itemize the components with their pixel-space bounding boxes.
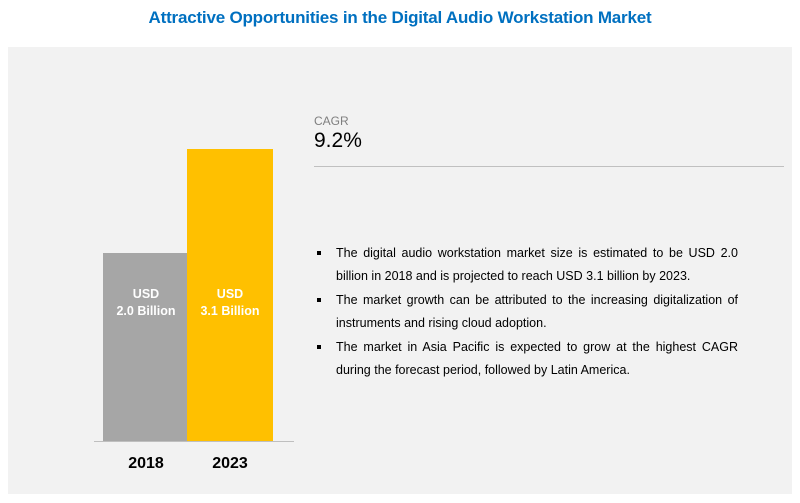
bar-label-2018: USD 2.0 Billion	[103, 286, 189, 320]
key-point-text: The market growth can be attributed to t…	[336, 293, 738, 330]
key-point-text: The digital audio workstation market siz…	[336, 246, 738, 283]
bar-label-2023-value: 3.1 Billion	[200, 304, 260, 318]
x-axis-baseline	[94, 441, 294, 442]
bullet-icon	[317, 345, 321, 349]
key-point-text: The market in Asia Pacific is expected t…	[336, 340, 738, 377]
cagr-label: CAGR	[314, 114, 349, 128]
key-points-list: The digital audio workstation market siz…	[314, 242, 738, 383]
key-point: The market growth can be attributed to t…	[314, 289, 738, 335]
bar-label-2018-currency: USD	[132, 287, 160, 301]
cagr-block: CAGR 9.2%	[314, 114, 784, 153]
page-title: Attractive Opportunities in the Digital …	[148, 8, 652, 27]
key-point: The market in Asia Pacific is expected t…	[314, 336, 738, 382]
bar-label-2018-value: 2.0 Billion	[116, 304, 176, 318]
cagr-value: 9.2%	[314, 129, 362, 152]
bar-label-2023: USD 3.1 Billion	[187, 286, 273, 320]
bar-label-2023-currency: USD	[216, 287, 244, 301]
key-point: The digital audio workstation market siz…	[314, 242, 738, 288]
bullet-icon	[317, 251, 321, 255]
bar-2023	[187, 149, 273, 441]
x-tick-label-2023: 2023	[212, 455, 248, 472]
x-tick-label-2018: 2018	[128, 455, 164, 472]
cagr-divider	[314, 166, 784, 167]
bar-2018	[103, 253, 189, 441]
bullet-icon	[317, 298, 321, 302]
